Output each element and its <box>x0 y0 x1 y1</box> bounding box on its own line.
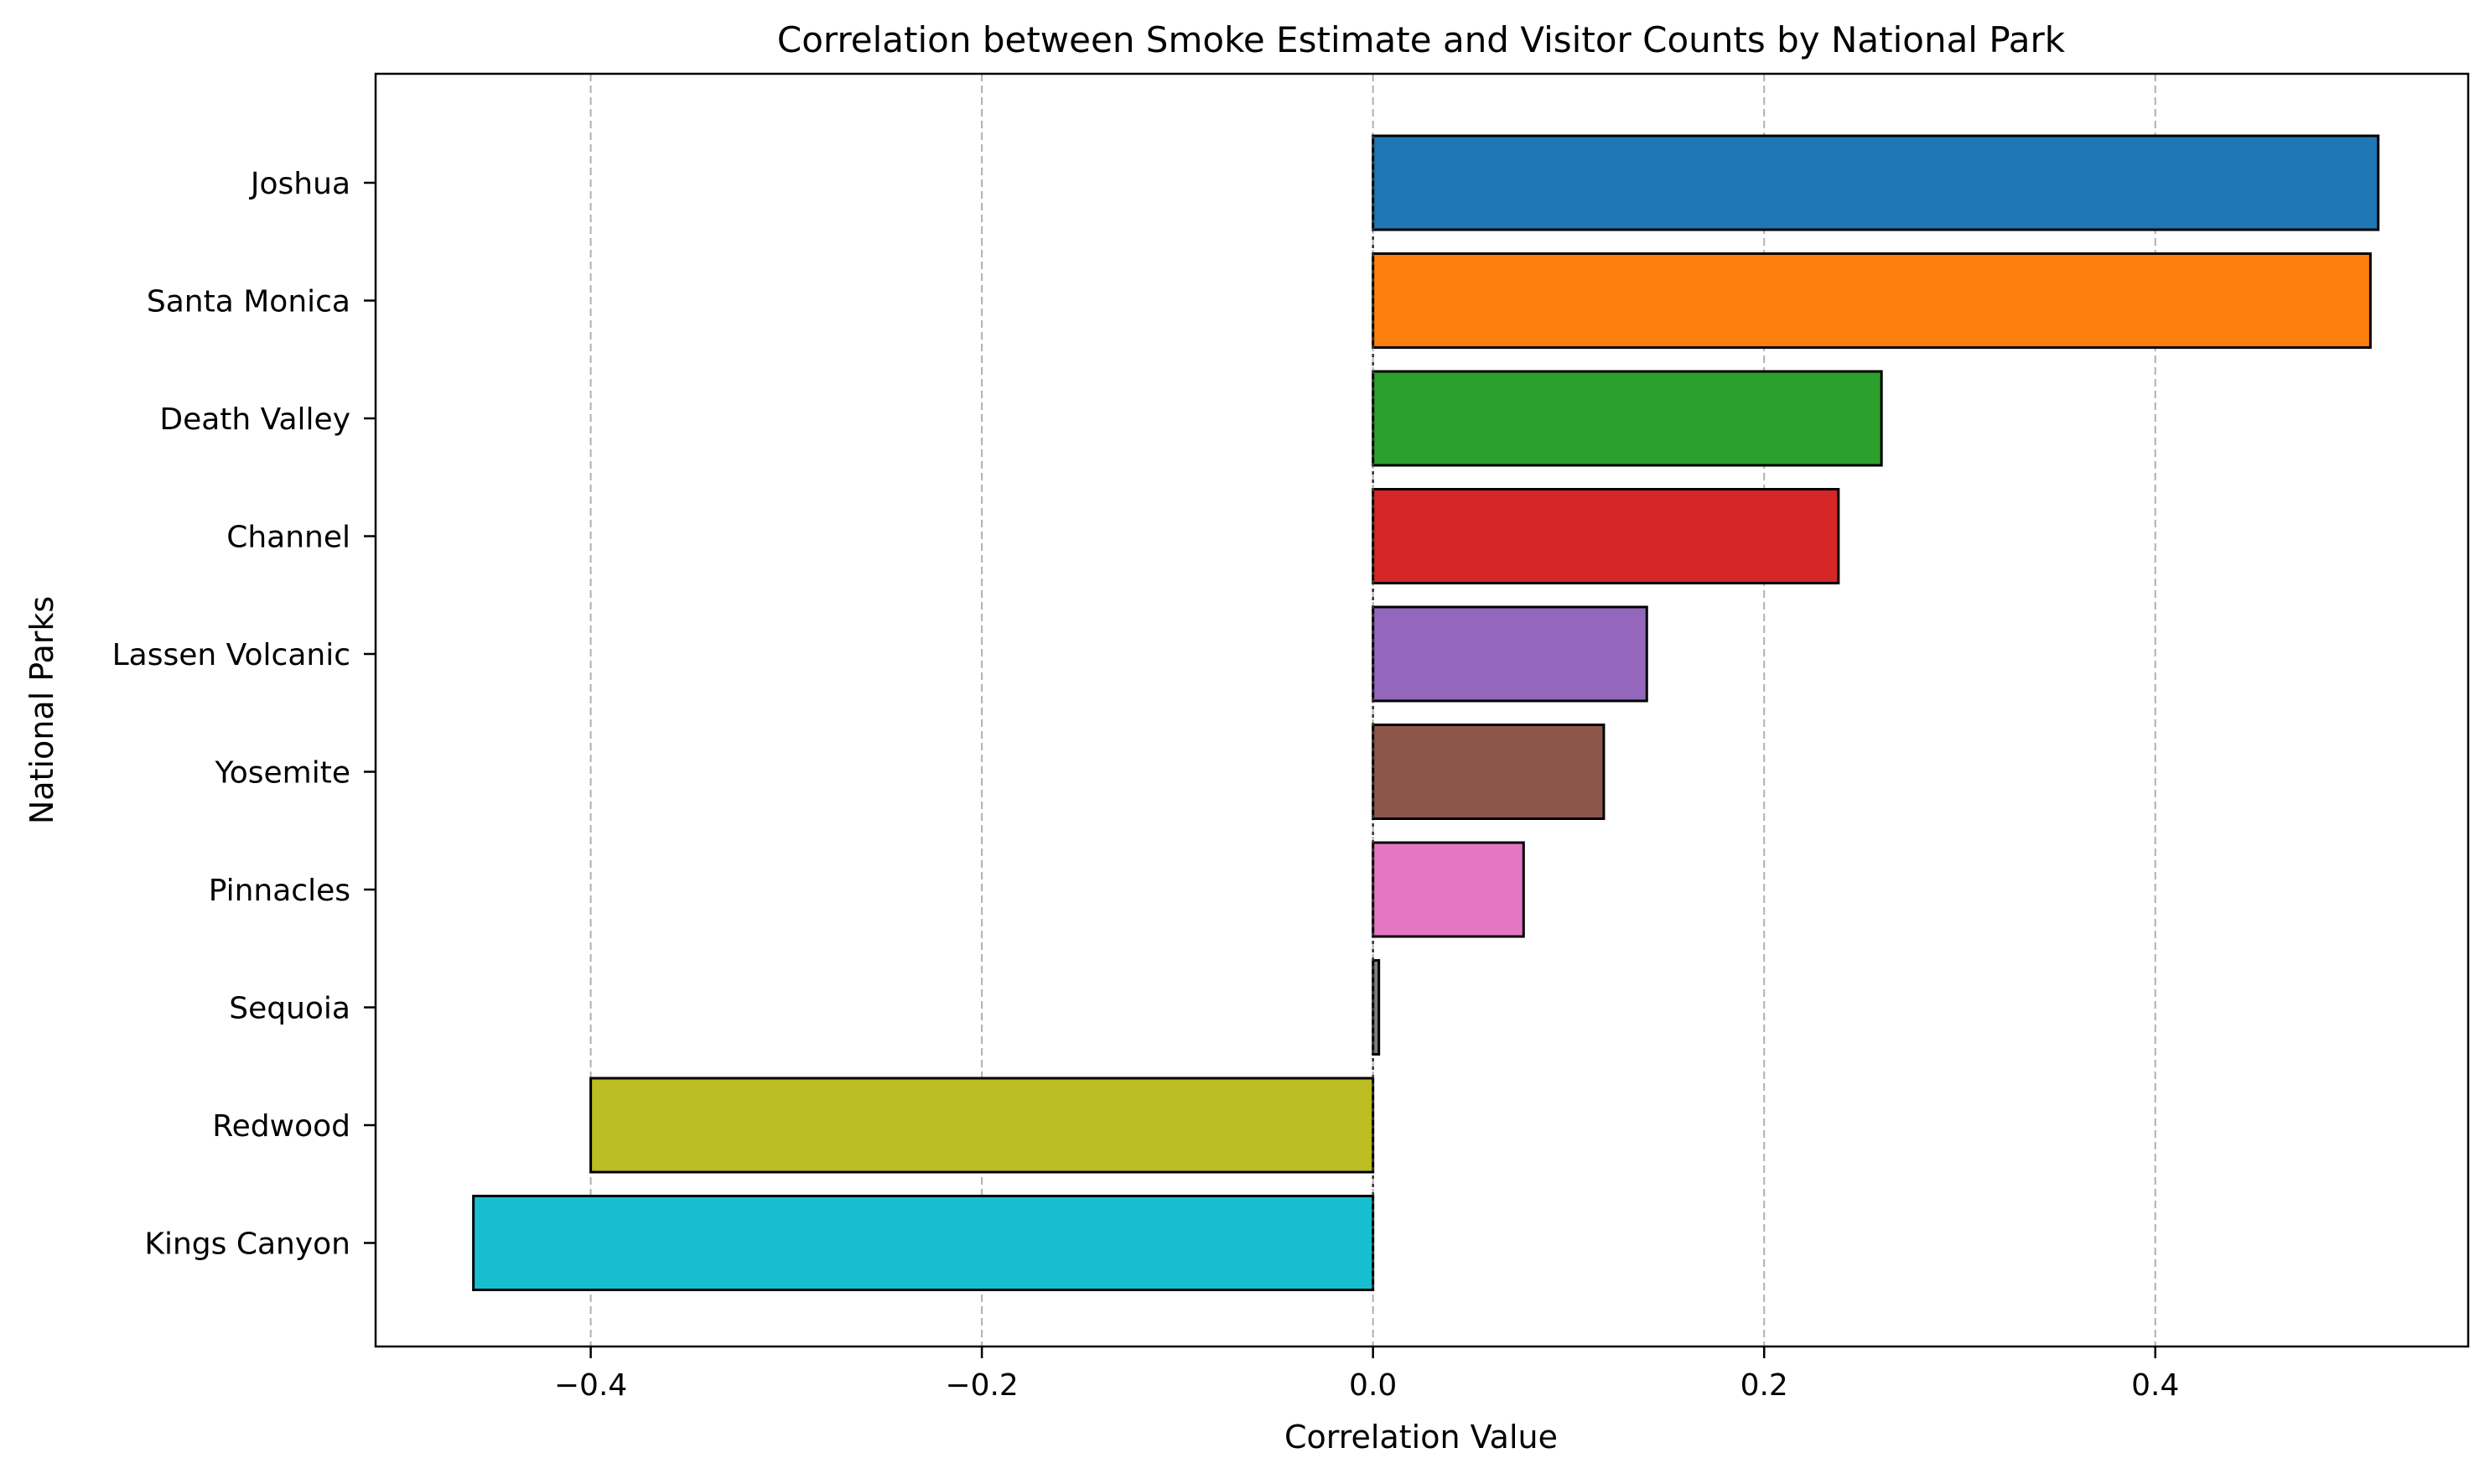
y-tick-label: Death Valley <box>159 402 350 437</box>
bar <box>1372 488 1840 584</box>
bar <box>1372 724 1606 820</box>
y-tick-label: Pinnacles <box>209 874 350 908</box>
y-tick-label: Kings Canyon <box>144 1227 350 1262</box>
x-tick-label: 0.0 <box>1349 1368 1397 1403</box>
x-tick-label: −0.4 <box>554 1368 627 1403</box>
bar <box>1372 841 1525 938</box>
bar <box>589 1077 1375 1174</box>
y-tick-label: Redwood <box>212 1109 350 1144</box>
x-axis-label: Correlation Value <box>1284 1419 1558 1455</box>
plot-frame <box>374 72 2470 1348</box>
y-tick-label: Sequoia <box>229 992 350 1026</box>
y-axis-ticks: Joshua Santa Monica Death Valley Channel Las… <box>112 167 376 1262</box>
y-tick-label: Lassen Volcanic <box>112 638 350 672</box>
x-tick-label: −0.2 <box>945 1368 1018 1403</box>
chart-title: Correlation between Smoke Estimate and V… <box>777 19 2066 60</box>
bar <box>472 1195 1375 1291</box>
y-tick-label: Santa Monica <box>147 285 350 319</box>
bar <box>1372 370 1883 467</box>
bar <box>1372 605 1648 703</box>
y-tick-label: Channel <box>226 521 350 555</box>
bars <box>472 134 2380 1291</box>
bar <box>1372 959 1381 1056</box>
x-axis-ticks: −0.4 −0.2 0.0 0.2 0.4 <box>554 1346 2179 1403</box>
x-tick-label: 0.2 <box>1740 1368 1788 1403</box>
x-tick-label: 0.4 <box>2131 1368 2179 1403</box>
bar <box>1372 252 2372 349</box>
y-tick-label: Yosemite <box>215 756 350 791</box>
y-axis-label: National Parks <box>23 596 60 824</box>
y-tick-label: Joshua <box>249 167 350 201</box>
bar <box>1372 134 2380 231</box>
